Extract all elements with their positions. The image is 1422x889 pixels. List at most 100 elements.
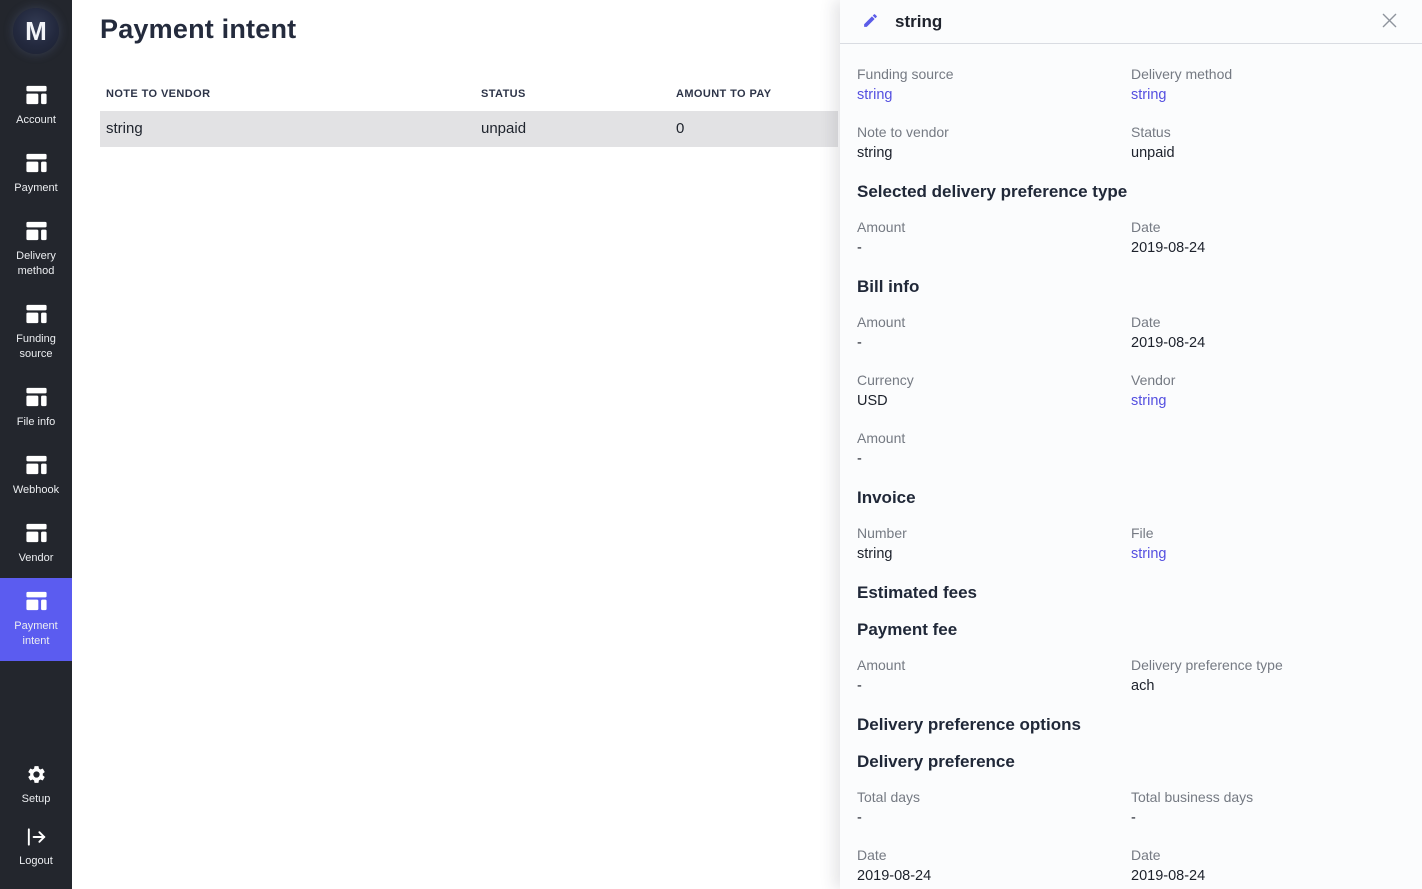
field-group: Amount - Date 2019-08-24 xyxy=(857,314,1405,352)
sidebar-item-setup[interactable]: Setup xyxy=(0,754,72,817)
field: Total business days - xyxy=(1131,789,1405,827)
field-value-link[interactable]: string xyxy=(1131,546,1167,562)
section-header: Bill info xyxy=(857,277,920,296)
section-header: Payment fee xyxy=(857,620,958,639)
field-value: string xyxy=(857,546,893,562)
field: Date 2019-08-24 xyxy=(857,847,1131,885)
table-header-row: Note to vendor Status Amount to pay xyxy=(100,80,838,111)
sidebar-item-label: Setup xyxy=(21,793,51,805)
section-header: Estimated fees xyxy=(857,583,977,602)
field-group: Total days - Total business days - xyxy=(857,789,1405,827)
field-label: Date xyxy=(1131,847,1161,863)
field: Delivery preference type ach xyxy=(1131,657,1405,695)
sidebar-item-label: File info xyxy=(16,416,56,428)
edit-icon xyxy=(862,12,879,32)
field: Delivery method string xyxy=(1131,66,1405,104)
sidebar-nav: Account Payment Delivery method Funding sou… xyxy=(0,72,72,661)
field: Total days - xyxy=(857,789,1131,827)
section-header: Invoice xyxy=(857,488,916,507)
sidebar-item-label: Delivery method xyxy=(16,250,56,277)
field-label: Date xyxy=(1131,219,1161,235)
drawer-body[interactable]: Funding source string Delivery method strin… xyxy=(840,44,1422,889)
table-cell: unpaid xyxy=(481,120,527,137)
field-label: Amount xyxy=(857,314,906,330)
field-label: Amount xyxy=(857,219,906,235)
field-label: Funding source xyxy=(857,66,954,82)
gear-icon xyxy=(26,764,47,785)
close-icon xyxy=(1379,10,1400,34)
field-value-link[interactable]: string xyxy=(1131,87,1167,103)
sidebar-item-account[interactable]: Account xyxy=(0,72,72,140)
field-label: Vendor xyxy=(1131,372,1176,388)
field-label: Amount xyxy=(857,430,906,446)
field-label: Amount xyxy=(857,657,906,673)
close-button[interactable] xyxy=(1377,8,1402,36)
table-icon xyxy=(25,84,48,106)
field: Amount - xyxy=(857,219,1131,257)
sidebar-item-file-info[interactable]: File info xyxy=(0,374,72,442)
field-value: - xyxy=(857,451,862,467)
sidebar-item-label: Payment xyxy=(14,182,58,194)
field-value: - xyxy=(857,335,862,351)
field-value: string xyxy=(857,145,893,161)
field-group: Amount - xyxy=(857,430,1405,468)
field-value: - xyxy=(857,810,862,826)
field-value-link[interactable]: string xyxy=(857,87,893,103)
sidebar-item-delivery-method[interactable]: Delivery method xyxy=(0,208,72,291)
sidebar-item-label: Payment intent xyxy=(14,620,58,647)
sidebar-item-label: Account xyxy=(16,114,56,126)
section-header: Selected delivery preference type xyxy=(857,182,1128,201)
sidebar-item-funding-source[interactable]: Funding source xyxy=(0,291,72,374)
sidebar: M Account Payment Delivery method Funding s… xyxy=(0,0,72,889)
field-group: Date 2019-08-24 Date 2019-08-24 xyxy=(857,847,1405,885)
field-label: Delivery preference type xyxy=(1131,657,1283,673)
field-label: Delivery method xyxy=(1131,66,1233,82)
table-cell: 0 xyxy=(676,120,685,137)
field: Vendor string xyxy=(1131,372,1405,410)
sidebar-item-webhook[interactable]: Webhook xyxy=(0,442,72,510)
field-group: Note to vendor string Status unpaid xyxy=(857,124,1405,162)
table-icon xyxy=(25,303,48,325)
page-title: Payment intent xyxy=(100,14,297,44)
table-icon xyxy=(25,386,48,408)
sidebar-item-payment-intent[interactable]: Payment intent xyxy=(0,578,72,661)
field-value: USD xyxy=(857,393,888,409)
sidebar-item-label: Vendor xyxy=(18,552,54,564)
field-value: 2019-08-24 xyxy=(1131,868,1206,884)
table-icon xyxy=(25,152,48,174)
main-content: Payment intent Note to vendor Status Amoun… xyxy=(72,0,840,889)
field-group: Amount - Date 2019-08-24 xyxy=(857,219,1405,257)
column-header: Status xyxy=(481,88,526,100)
logo-wrap: M xyxy=(0,0,72,72)
section-header: Delivery preference options xyxy=(857,715,1081,734)
field-label: Currency xyxy=(857,372,914,388)
section-header: Delivery preference xyxy=(857,752,1015,771)
field-value: - xyxy=(857,240,862,256)
field-value: - xyxy=(1131,810,1136,826)
edit-button[interactable] xyxy=(860,10,881,34)
table-icon xyxy=(25,454,48,476)
column-header: Note to vendor xyxy=(106,88,211,100)
sidebar-item-vendor[interactable]: Vendor xyxy=(0,510,72,578)
field: Amount - xyxy=(857,314,1131,352)
logout-icon xyxy=(25,827,48,847)
field-label: Date xyxy=(1131,314,1161,330)
field-label: Date xyxy=(857,847,887,863)
drawer-header: string xyxy=(840,0,1422,44)
field-value: - xyxy=(857,678,862,694)
field-label: Total days xyxy=(857,789,921,805)
table-row[interactable]: string unpaid 0 xyxy=(100,111,838,147)
drawer-title: string xyxy=(895,11,943,31)
detail-drawer: string Funding source string Delivery meth… xyxy=(840,0,1422,889)
field: Date 2019-08-24 xyxy=(1131,314,1405,352)
field-group: Funding source string Delivery method strin… xyxy=(857,66,1405,104)
sidebar-footer: Setup Logout xyxy=(0,754,72,889)
field-value-link[interactable]: string xyxy=(1131,393,1167,409)
sidebar-item-logout[interactable]: Logout xyxy=(0,817,72,879)
field: File string xyxy=(1131,525,1405,563)
field: Status unpaid xyxy=(1131,124,1405,162)
table-icon xyxy=(25,220,48,242)
sidebar-item-payment[interactable]: Payment xyxy=(0,140,72,208)
field-label: Number xyxy=(857,525,907,541)
field: Funding source string xyxy=(857,66,1131,104)
